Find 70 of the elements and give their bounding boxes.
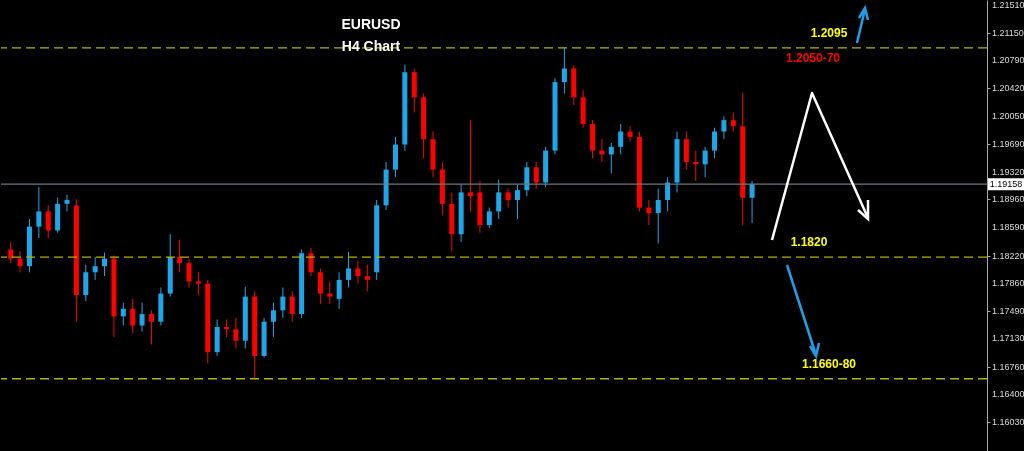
candlestick bbox=[336, 271, 342, 310]
y-tick-label: 1.21150 bbox=[992, 27, 1024, 38]
y-tick-label: 1.21510 bbox=[992, 0, 1024, 11]
candlestick bbox=[120, 302, 126, 327]
y-tick-label: 1.19690 bbox=[992, 138, 1024, 149]
candlestick bbox=[36, 186, 42, 239]
candlestick bbox=[327, 280, 333, 305]
candlestick bbox=[608, 142, 614, 174]
annotation: 1.2050-70 bbox=[785, 51, 841, 65]
y-tick-label: 1.19320 bbox=[992, 166, 1024, 177]
candlestick bbox=[224, 318, 230, 338]
candlestick bbox=[646, 199, 652, 226]
candlestick bbox=[618, 123, 624, 155]
text: H4 Chart bbox=[341, 38, 401, 54]
candlestick bbox=[45, 204, 51, 239]
ref-line-label: 1.1660-80 bbox=[801, 356, 857, 371]
candlestick bbox=[346, 251, 352, 288]
candlestick bbox=[702, 146, 708, 178]
candlestick bbox=[496, 178, 502, 220]
candlestick bbox=[92, 256, 98, 281]
y-tick-label: 1.16030 bbox=[992, 417, 1024, 428]
candlestick bbox=[561, 47, 567, 95]
candlestick bbox=[270, 302, 276, 338]
candlestick bbox=[186, 258, 192, 288]
candlestick bbox=[533, 161, 539, 190]
y-tick-label: 1.18960 bbox=[992, 194, 1024, 205]
candlestick bbox=[665, 176, 671, 212]
candlestick bbox=[317, 267, 323, 305]
y-tick-label: 1.20050 bbox=[992, 111, 1024, 122]
candlestick bbox=[693, 150, 699, 182]
candlestick bbox=[486, 207, 492, 229]
text: EURUSD bbox=[341, 16, 401, 32]
candlestick bbox=[730, 112, 736, 133]
ref-line-label: 1.19158 bbox=[989, 179, 1023, 190]
y-tick-label: 1.17860 bbox=[992, 277, 1024, 288]
candlestick bbox=[514, 184, 520, 220]
candlestick bbox=[130, 298, 136, 334]
y-tick-label: 1.20420 bbox=[992, 83, 1024, 94]
candlestick bbox=[355, 260, 361, 285]
candlestick bbox=[102, 252, 108, 277]
candlestick bbox=[83, 264, 89, 302]
y-tick-label: 1.20790 bbox=[992, 55, 1024, 66]
candlestick bbox=[683, 131, 689, 171]
candlestick bbox=[148, 309, 154, 346]
candlestick bbox=[280, 286, 286, 319]
candlestick bbox=[139, 302, 145, 333]
y-tick-label: 1.16400 bbox=[992, 388, 1024, 399]
candlestick bbox=[289, 290, 295, 323]
candlestick bbox=[712, 127, 718, 159]
candlestick bbox=[8, 241, 14, 264]
candlestick bbox=[364, 264, 370, 292]
y-tick-label: 1.16760 bbox=[992, 361, 1024, 372]
candlestick bbox=[177, 239, 183, 273]
ref-line-label: 1.2095 bbox=[810, 25, 848, 40]
candlestick bbox=[233, 317, 239, 349]
y-tick-label: 1.17490 bbox=[992, 306, 1024, 317]
y-tick-label: 1.17130 bbox=[992, 333, 1024, 344]
candlestick bbox=[468, 119, 474, 212]
y-tick-label: 1.18220 bbox=[992, 250, 1024, 261]
candlestick bbox=[524, 161, 530, 197]
candlestick bbox=[17, 250, 23, 273]
candlestick bbox=[749, 180, 755, 224]
ref-line-label: 1.1820 bbox=[790, 235, 828, 250]
y-tick-label: 1.18590 bbox=[992, 222, 1024, 233]
candlestick bbox=[627, 125, 633, 142]
candlestick bbox=[64, 194, 70, 212]
candlestick bbox=[721, 115, 727, 140]
candlestick bbox=[505, 188, 511, 209]
candlestick bbox=[655, 188, 661, 244]
candlestick bbox=[195, 271, 201, 296]
